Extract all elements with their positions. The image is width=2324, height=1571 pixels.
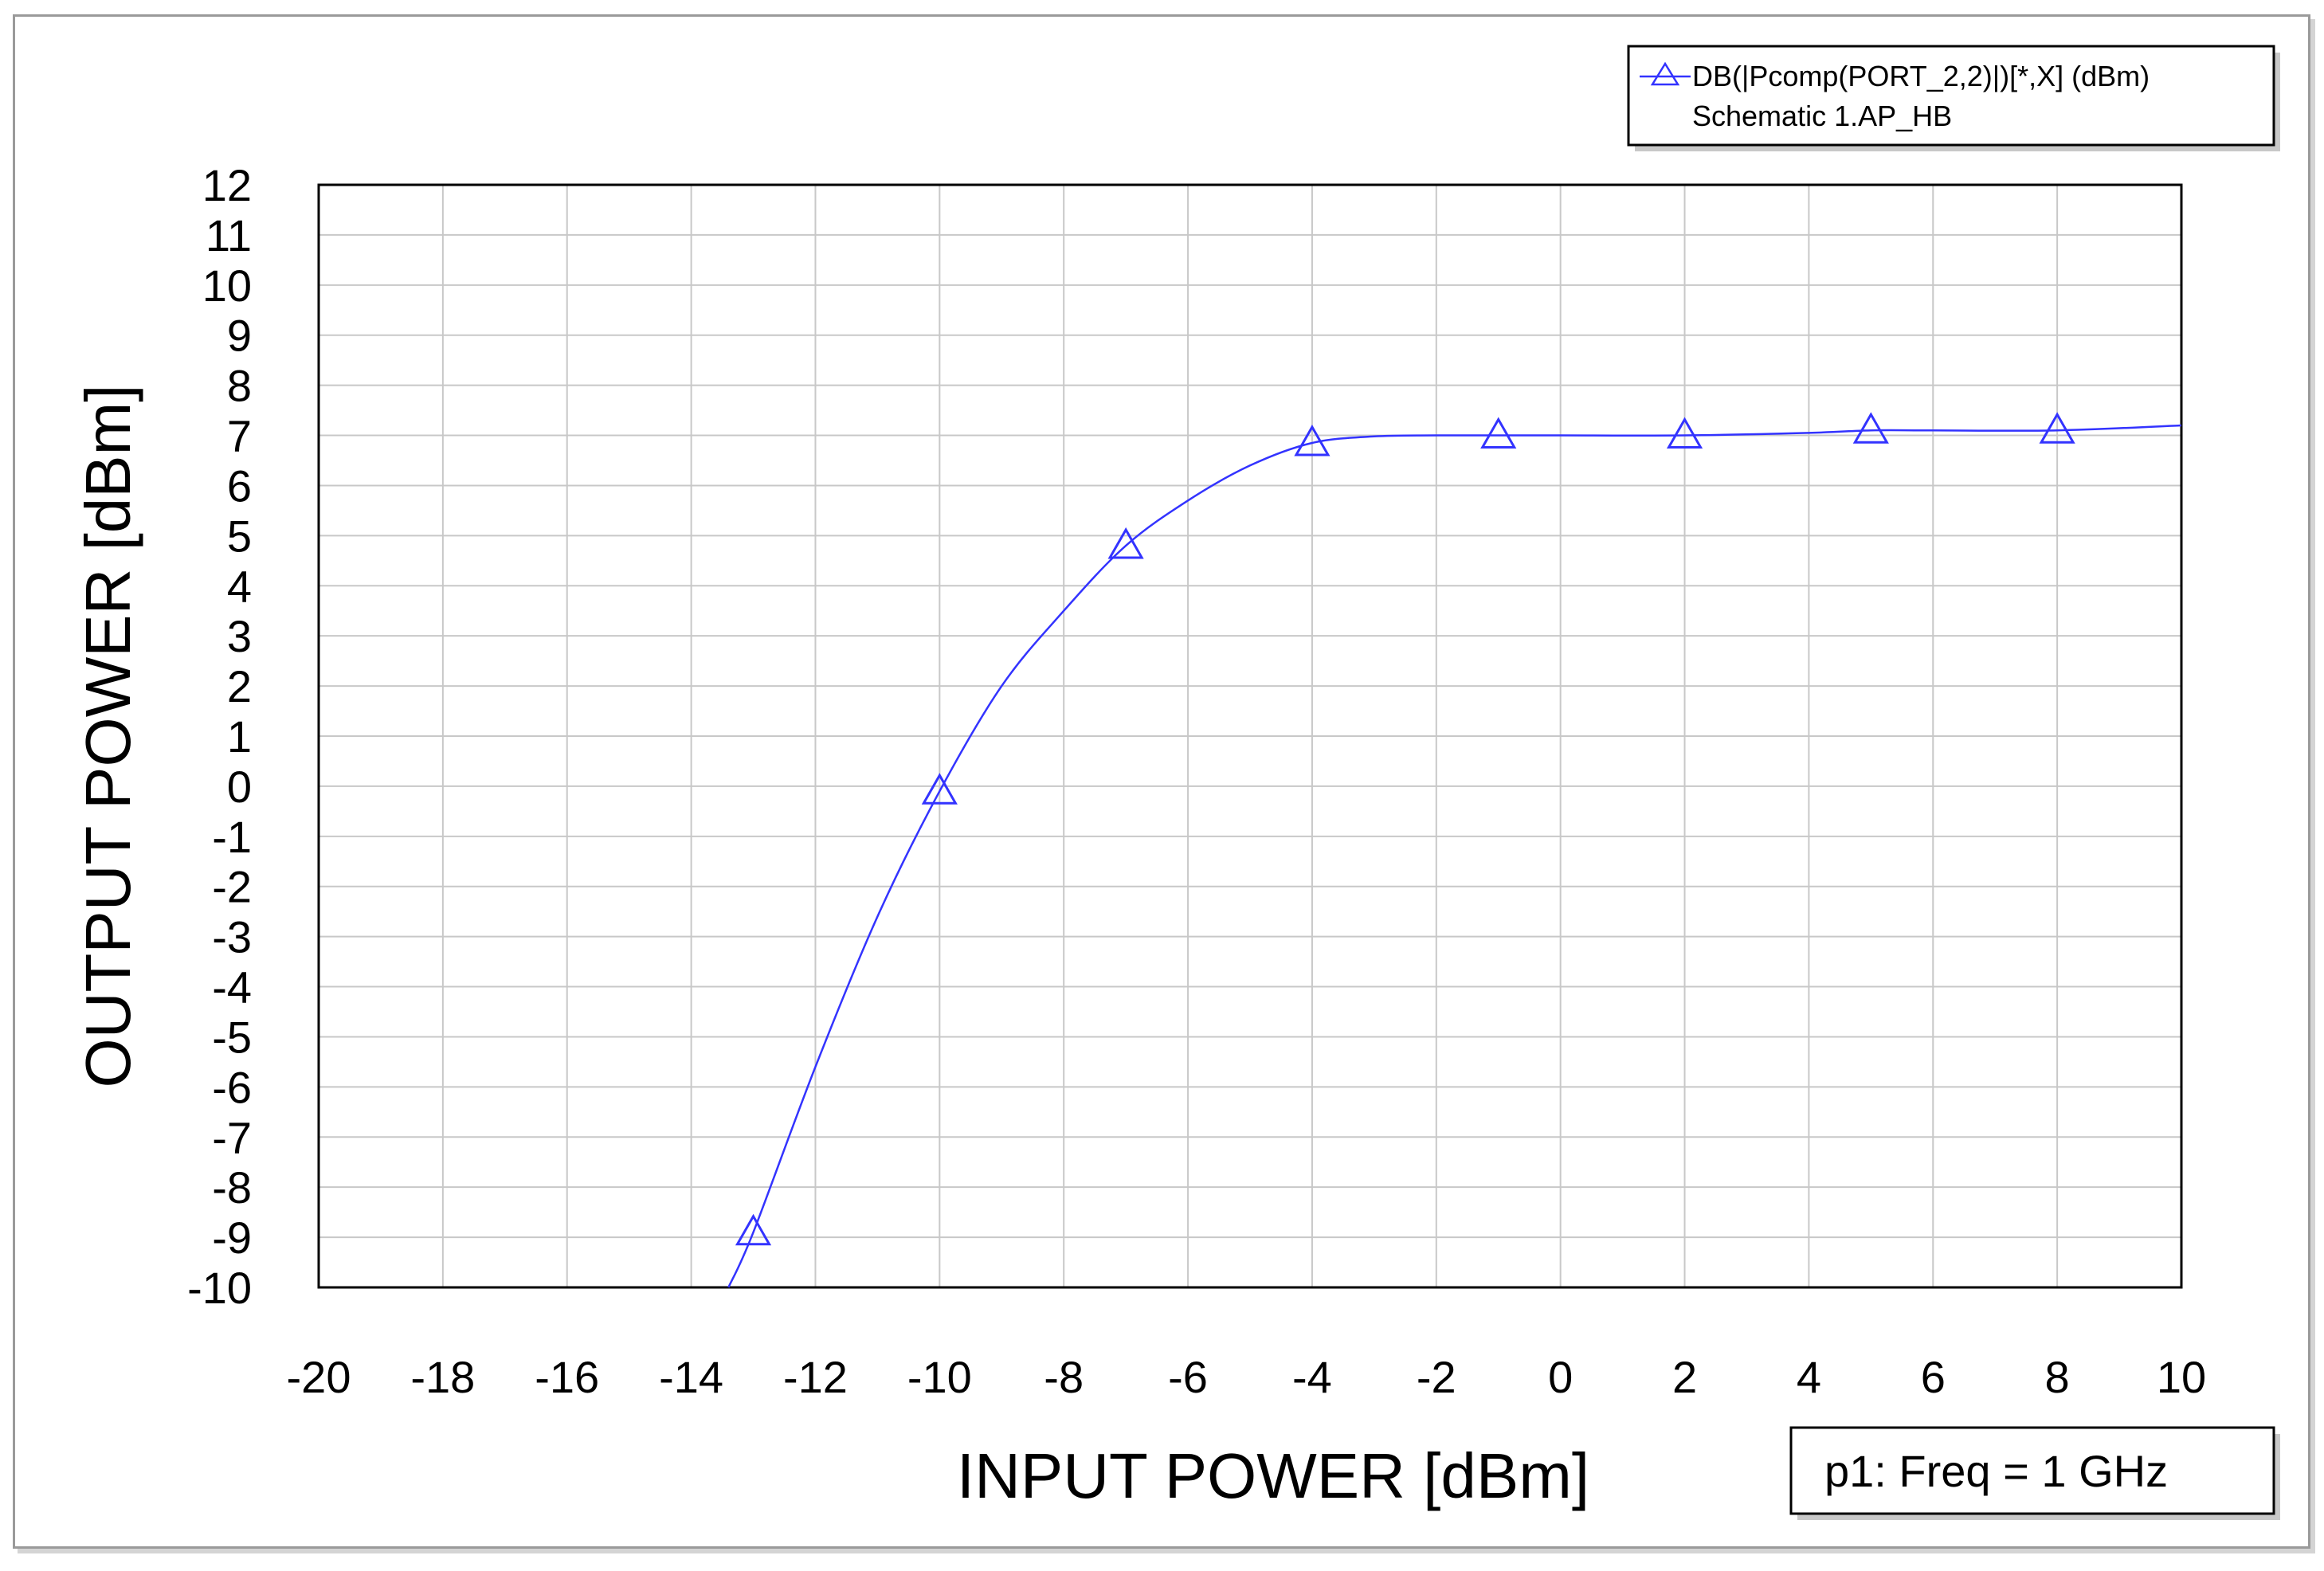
x-tick-label: 8 xyxy=(2045,1352,2070,1402)
y-tick-label: 0 xyxy=(227,762,252,812)
data-point-marker xyxy=(921,773,958,805)
legend: DB(|Pcomp(PORT_2,2)|)[*,X] (dBm) Schemat… xyxy=(1627,45,2280,151)
x-tick-label: 2 xyxy=(1672,1352,1697,1402)
y-tick-label: 2 xyxy=(227,661,252,711)
legend-source-label: Schematic 1.AP_HB xyxy=(1692,100,1952,132)
x-tick-label: 6 xyxy=(1921,1352,1946,1402)
y-tick-label: 5 xyxy=(227,511,252,561)
x-tick-label: -12 xyxy=(783,1352,848,1402)
annotation-box xyxy=(1789,1426,2275,1515)
x-tick-label: -20 xyxy=(287,1352,351,1402)
x-tick-label: 10 xyxy=(2157,1352,2206,1402)
y-tick-label: 12 xyxy=(202,160,252,210)
y-tick-label: 11 xyxy=(206,210,252,261)
y-tick-label: -10 xyxy=(187,1263,252,1313)
y-tick-label: -4 xyxy=(212,962,252,1013)
x-tick-label: -10 xyxy=(907,1352,972,1402)
y-tick-label: -1 xyxy=(212,812,252,862)
y-tick-label: 10 xyxy=(202,261,252,311)
legend-triangle-marker xyxy=(1650,61,1680,86)
series-line xyxy=(727,424,2182,1288)
y-tick-label: -3 xyxy=(212,912,252,962)
series-layer xyxy=(727,412,2182,1288)
frequency-annotation: p1: Freq = 1 GHz xyxy=(1789,1426,2280,1520)
legend-entry-label: DB(|Pcomp(PORT_2,2)|)[*,X] (dBm) xyxy=(1692,60,2150,92)
x-tick-label: -16 xyxy=(535,1352,599,1402)
x-tick-label: -2 xyxy=(1417,1352,1456,1402)
x-tick-label: -18 xyxy=(410,1352,475,1402)
y-tick-label: -2 xyxy=(212,862,252,912)
data-point-marker xyxy=(1480,417,1517,449)
y-tick-label: -9 xyxy=(212,1213,252,1263)
plot-frame xyxy=(317,183,2183,1289)
y-tick-label: 8 xyxy=(227,361,252,411)
x-tick-label: -14 xyxy=(659,1352,723,1402)
y-tick-label: 1 xyxy=(227,711,252,762)
y-axis-title: OUTPUT POWER [dBm] xyxy=(73,384,143,1087)
y-tick-label: -6 xyxy=(212,1062,252,1112)
y-tick-label: 7 xyxy=(227,411,252,461)
y-tick-label: 3 xyxy=(227,611,252,661)
x-tick-label: -6 xyxy=(1168,1352,1208,1402)
x-axis-title: INPUT POWER [dBm] xyxy=(957,1440,1589,1511)
data-point-marker xyxy=(1666,417,1703,449)
x-tick-label: -8 xyxy=(1044,1352,1084,1402)
x-tick-label: 4 xyxy=(1797,1352,1821,1402)
data-point-marker xyxy=(1107,527,1144,559)
x-tick-labels: -20 -18 -16 -14 -12 -10 -8 -6 -4 -2 0 2 4 6 8 10 xyxy=(287,1352,2207,1402)
x-tick-label: 0 xyxy=(1548,1352,1573,1402)
annotation-label: p1: Freq = 1 GHz xyxy=(1824,1446,2168,1496)
y-tick-label: -8 xyxy=(212,1162,252,1213)
legend-box xyxy=(1627,45,2275,147)
y-tick-label: -5 xyxy=(212,1012,252,1062)
y-tick-label: 9 xyxy=(227,311,252,361)
data-point-marker xyxy=(735,1213,772,1246)
y-tick-label: 6 xyxy=(227,460,252,511)
x-tick-label: -4 xyxy=(1292,1352,1332,1402)
data-point-marker xyxy=(1852,412,1889,444)
data-point-marker xyxy=(2039,412,2075,444)
data-point-marker xyxy=(1294,424,1331,456)
grid-lines xyxy=(319,185,2181,1287)
y-tick-label: 4 xyxy=(227,561,252,611)
y-tick-label: -7 xyxy=(212,1112,252,1162)
